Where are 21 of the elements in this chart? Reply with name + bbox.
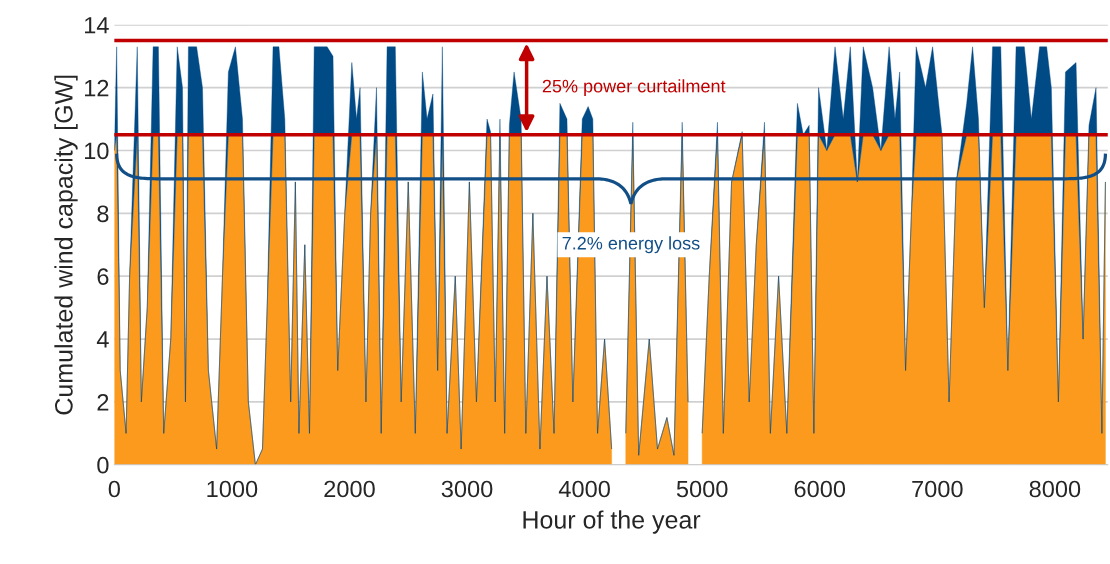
y-tick-label: 12 xyxy=(85,79,109,97)
x-tick-label: 0 xyxy=(108,480,120,498)
x-tick-label: 4000 xyxy=(558,480,610,498)
annotation: 25% power curtailment xyxy=(542,79,726,97)
x-tick-label: 1000 xyxy=(207,480,258,498)
y-tick-label: 14 xyxy=(85,17,109,34)
annotation: 7.2% energy loss xyxy=(562,236,700,254)
y-tick-label: 8 xyxy=(97,205,109,223)
y-tick-label: 6 xyxy=(97,268,109,285)
x-tick-label: 2000 xyxy=(324,480,375,498)
x-tick-label: 3000 xyxy=(441,480,493,498)
x-tick-label: 5000 xyxy=(676,480,728,498)
x-axis-title: Hour of the year xyxy=(523,510,701,534)
x-tick-label: 7000 xyxy=(912,480,963,498)
y-tick-label: 0 xyxy=(97,456,109,474)
y-tick-label: 4 xyxy=(96,331,109,348)
y-tick-label: 10 xyxy=(85,142,109,160)
y-axis-title: Cumulated wind capacity [GW] xyxy=(54,75,78,415)
x-tick-label: 6000 xyxy=(794,480,846,498)
x-tick-label: 8000 xyxy=(1029,480,1081,498)
y-tick-label: 2 xyxy=(97,393,109,411)
